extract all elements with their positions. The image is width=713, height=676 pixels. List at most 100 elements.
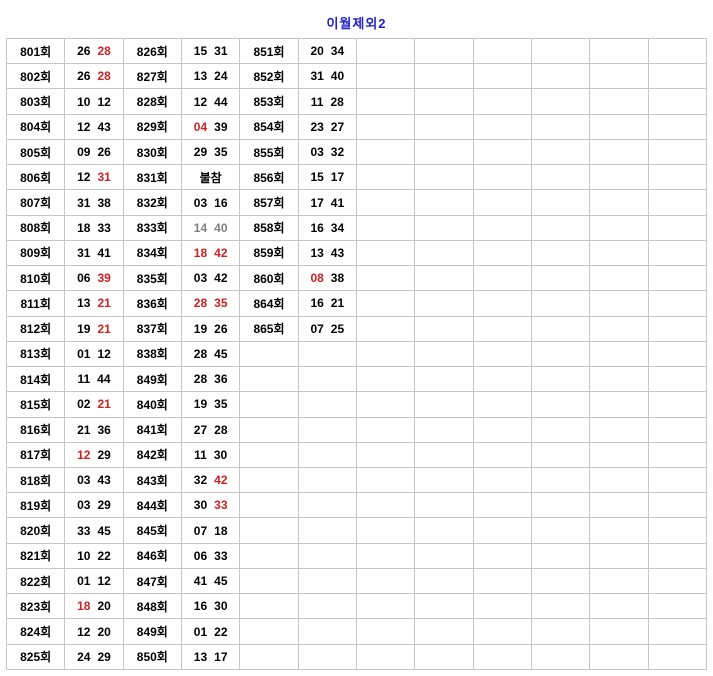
empty-cell	[589, 239, 649, 267]
empty-cell	[414, 618, 474, 645]
numbers-cell: 29 35	[180, 138, 241, 166]
numbers-cell: 03 16	[180, 189, 241, 216]
empty-cell	[530, 492, 591, 519]
number: 12	[97, 346, 111, 361]
round-cell: 836회	[122, 290, 182, 317]
table-row: 811회 13 21 836회 28 35 864회 16 21	[5, 290, 708, 317]
empty-cell	[414, 567, 474, 595]
table-row: 806회 12 31 831회 불참 856회 15 17	[5, 164, 708, 191]
round-cell: 830회	[122, 138, 182, 166]
number: 03	[77, 498, 91, 513]
number: 31	[310, 69, 324, 84]
empty-cell	[355, 517, 416, 544]
numbers-cell: 01 22	[180, 618, 241, 645]
round-cell: 847회	[122, 567, 182, 595]
round-cell	[239, 466, 299, 494]
empty-cell	[414, 315, 474, 342]
round-cell: 828회	[122, 88, 182, 115]
empty-cell	[589, 593, 649, 620]
empty-cell	[472, 618, 532, 645]
round-cell: 837회	[122, 315, 182, 342]
number: 42	[214, 271, 228, 286]
number: 16	[214, 195, 228, 210]
number: 43	[97, 473, 111, 488]
empty-cell	[530, 618, 591, 645]
number: 14	[193, 220, 208, 235]
empty-cell	[647, 315, 708, 342]
round-cell	[239, 517, 299, 544]
empty-cell	[589, 290, 649, 317]
empty-cell	[589, 366, 649, 393]
numbers-cell: 11 30	[180, 441, 241, 468]
number: 41	[330, 195, 345, 210]
empty-cell	[355, 416, 416, 443]
numbers-cell: 10 22	[64, 542, 124, 569]
empty-cell	[414, 138, 474, 166]
empty-cell	[414, 63, 474, 90]
empty-cell	[355, 391, 416, 418]
numbers-cell: 13 17	[180, 643, 241, 670]
numbers-cell	[297, 567, 357, 595]
empty-cell	[589, 466, 649, 494]
numbers-cell	[297, 340, 357, 368]
number: 12	[77, 624, 91, 639]
numbers-cell: 32 42	[180, 466, 241, 494]
empty-cell	[530, 466, 591, 494]
empty-cell	[530, 113, 591, 140]
number: 12	[97, 574, 111, 589]
empty-cell	[647, 265, 708, 292]
number: 02	[77, 397, 91, 412]
empty-cell	[472, 517, 532, 544]
round-cell	[239, 340, 299, 368]
round-cell: 821회	[5, 542, 66, 569]
round-cell: 808회	[5, 214, 66, 241]
number: 21	[330, 296, 345, 311]
empty-cell	[530, 315, 591, 342]
empty-cell	[589, 265, 649, 292]
empty-cell	[355, 618, 416, 645]
number: 12	[193, 94, 208, 109]
numbers-cell: 19 26	[180, 315, 241, 342]
table-row: 823회 18 20 848회 16 30	[5, 593, 708, 620]
round-cell: 802회	[5, 63, 66, 90]
empty-cell	[472, 542, 532, 569]
number: 11	[77, 372, 91, 387]
empty-cell	[472, 593, 532, 620]
empty-cell	[647, 416, 708, 443]
number: 06	[77, 271, 91, 286]
empty-cell	[647, 391, 708, 418]
empty-cell	[355, 643, 416, 670]
empty-cell	[589, 567, 649, 595]
number: 28	[214, 422, 228, 437]
empty-cell	[472, 315, 532, 342]
table-row: 821회 10 22 846회 06 33	[5, 542, 708, 569]
round-cell: 865회	[239, 315, 299, 342]
empty-cell	[530, 164, 591, 191]
round-cell: 814회	[5, 366, 66, 393]
numbers-cell: 06 39	[64, 265, 124, 292]
number: 44	[214, 94, 228, 109]
numbers-cell: 18 20	[64, 593, 124, 620]
number: 20	[97, 624, 111, 639]
number: 34	[330, 44, 345, 59]
number: 40	[214, 220, 228, 235]
number: 13	[310, 245, 324, 260]
empty-cell	[589, 416, 649, 443]
number: 18	[193, 245, 208, 260]
round-cell	[239, 492, 299, 519]
number: 44	[97, 372, 111, 387]
empty-cell	[355, 340, 416, 368]
numbers-cell: 12 43	[64, 113, 124, 140]
round-cell: 846회	[122, 542, 182, 569]
table-row: 825회 24 29 850회 13 17	[5, 643, 708, 670]
empty-cell	[472, 416, 532, 443]
number: 38	[97, 195, 111, 210]
round-cell	[239, 643, 299, 670]
table-row: 807회 31 38 832회 03 16 857회 17 41	[5, 189, 708, 216]
round-cell: 815회	[5, 391, 66, 418]
number: 42	[214, 473, 228, 488]
empty-cell	[414, 643, 474, 670]
round-cell: 829회	[122, 113, 182, 140]
round-cell: 817회	[5, 441, 66, 468]
empty-cell	[647, 113, 708, 140]
